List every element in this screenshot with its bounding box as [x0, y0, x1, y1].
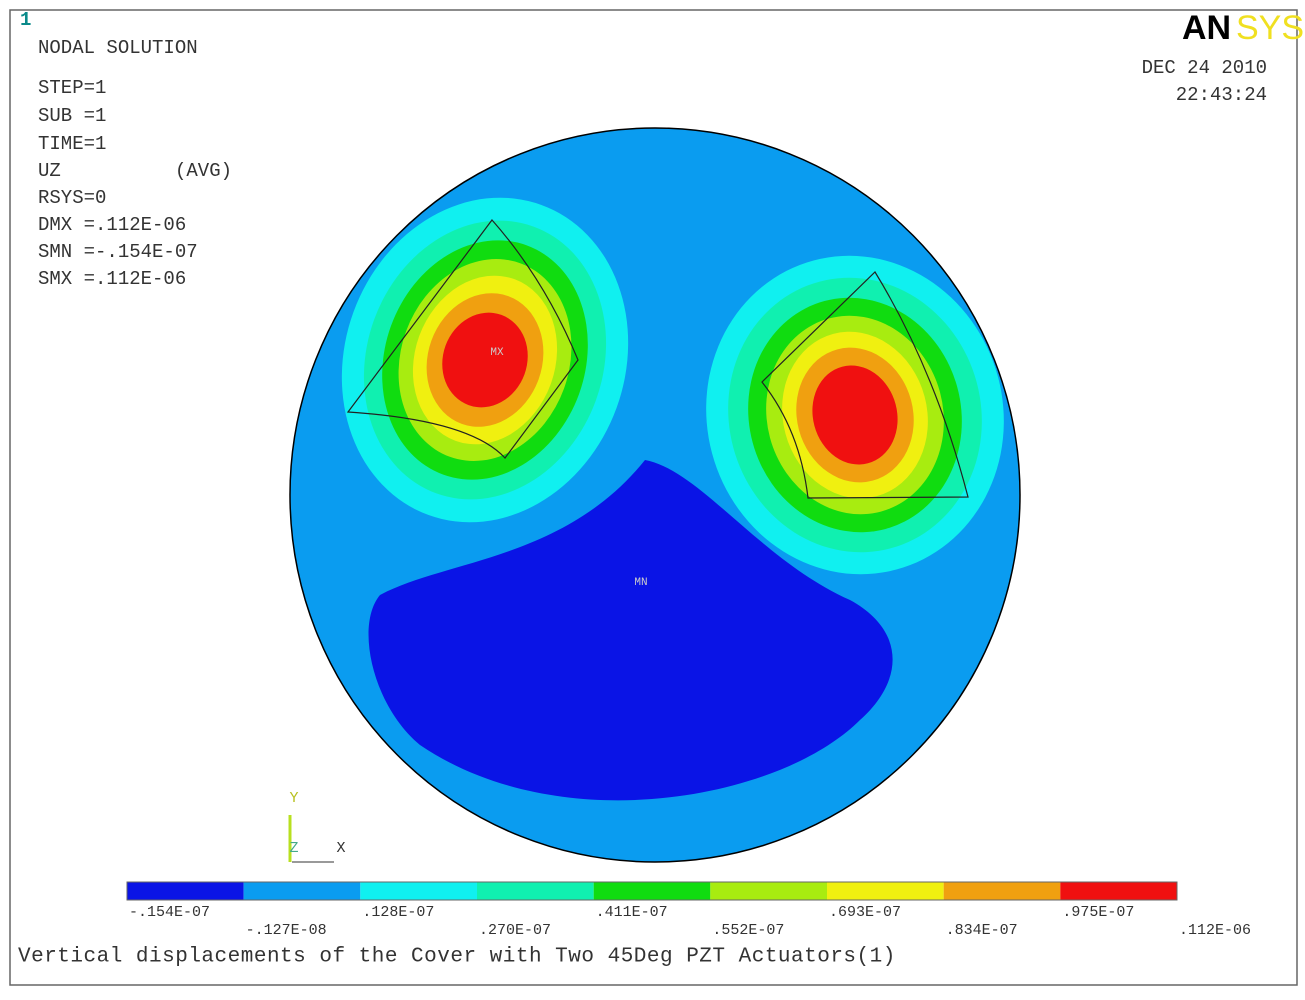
legend-band — [593, 882, 711, 900]
actuator-left — [346, 219, 579, 459]
info-line: RSYS=0 — [38, 187, 106, 209]
legend-label: .693E-07 — [829, 904, 901, 921]
legend-label: .270E-07 — [479, 922, 551, 939]
legend-label: .112E-06 — [1179, 922, 1251, 939]
title: NODAL SOLUTION — [38, 37, 198, 59]
legend-band — [127, 882, 244, 900]
hotspot-right — [706, 255, 1004, 575]
info-line: SMN =-.154E-07 — [38, 241, 198, 263]
info-line: DMX =.112E-06 — [38, 214, 186, 236]
averaging: (AVG) — [175, 160, 232, 182]
logo-sys: SYS — [1236, 9, 1304, 47]
info-line: STEP=1 — [38, 77, 106, 99]
window-number: 1 — [20, 9, 31, 31]
legend-band — [827, 882, 944, 900]
legend-label: .411E-07 — [596, 904, 668, 921]
legend-band — [360, 882, 477, 900]
info-line: UZ — [38, 160, 61, 182]
date: DEC 24 2010 — [1142, 57, 1267, 79]
hotspot-left — [341, 197, 629, 523]
legend-band — [1060, 882, 1177, 900]
info-line: TIME=1 — [38, 133, 106, 155]
max-label: MX — [490, 347, 504, 359]
triad-x: X — [336, 840, 345, 857]
legend-label: .975E-07 — [1062, 904, 1134, 921]
legend: -.154E-07 -.127E-08 .128E-07 .270E-07 .411E-… — [126, 881, 1251, 939]
legend-label: -.127E-08 — [246, 922, 327, 939]
legend-border — [126, 881, 1178, 901]
legend-label: .552E-07 — [712, 922, 784, 939]
info-block: STEP=1 SUB =1 TIME=1 UZ RSYS=0 DMX =.112E-06 S… — [38, 77, 198, 290]
min-label: MN — [634, 577, 647, 589]
legend-label: .834E-07 — [946, 922, 1018, 939]
caption: Vertical displacements of the Cover with… — [18, 946, 896, 969]
actuator-right — [761, 271, 969, 499]
triad: Y Z X — [288, 790, 346, 863]
legend-band — [243, 882, 361, 900]
triad-y: Y — [289, 790, 298, 807]
legend-label: -.154E-07 — [129, 904, 210, 921]
triad-z: Z — [289, 840, 298, 857]
min-region — [368, 460, 893, 801]
info-line: SMX =.112E-06 — [38, 268, 186, 290]
legend-band — [477, 882, 594, 900]
legend-band — [943, 882, 1061, 900]
time: 22:43:24 — [1176, 84, 1267, 106]
info-line: SUB =1 — [38, 105, 106, 127]
contour-plot: MX MN — [289, 127, 1021, 863]
legend-band — [710, 882, 827, 900]
logo-an: AN — [1182, 9, 1231, 47]
legend-label: .128E-07 — [362, 904, 434, 921]
